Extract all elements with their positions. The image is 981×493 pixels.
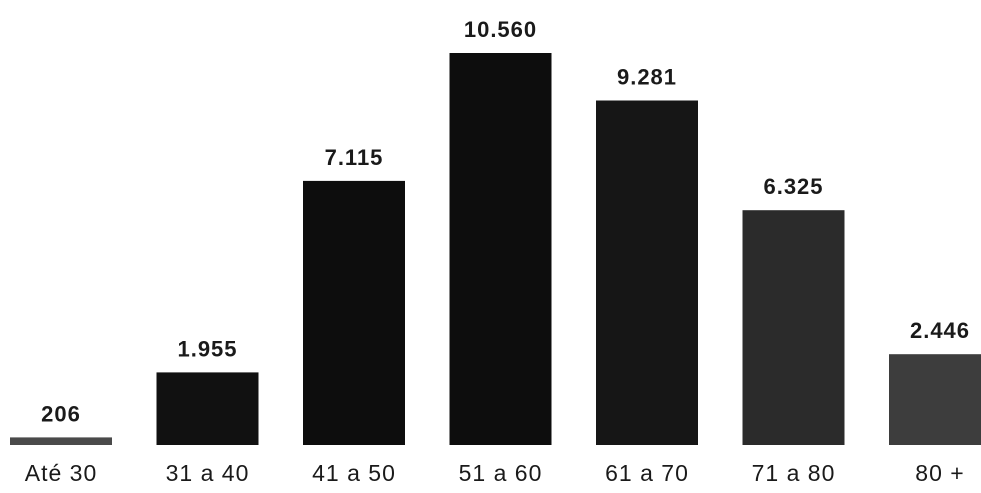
- x-tick-labels-group: Até 30 31 a 40 41 a 50 51 a 60 61 a 70 71 a 8…: [25, 460, 964, 486]
- data-label-0: 206: [41, 401, 81, 426]
- data-label-3: 10.560: [464, 17, 537, 42]
- x-tick-label-6: 80 +: [915, 460, 964, 486]
- bar-5: [742, 210, 845, 445]
- bars-group: [10, 53, 981, 445]
- data-label-4: 9.281: [617, 65, 677, 90]
- x-tick-label-5: 71 a 80: [752, 460, 836, 486]
- data-label-1: 1.955: [177, 336, 237, 361]
- x-tick-label-3: 51 a 60: [459, 460, 543, 486]
- bar-1: [156, 372, 259, 445]
- data-label-2: 7.115: [325, 145, 384, 170]
- bar-4: [596, 100, 698, 445]
- x-tick-label-1: 31 a 40: [166, 460, 250, 486]
- bar-0: [10, 437, 112, 445]
- data-label-5: 6.325: [763, 174, 823, 199]
- x-tick-label-0: Até 30: [25, 460, 98, 486]
- bar-3: [449, 53, 552, 445]
- x-tick-label-4: 61 a 70: [605, 460, 689, 486]
- data-labels-group: 206 1.955 7.115 10.560 9.281 6.325 2.446: [41, 17, 970, 426]
- data-label-6: 2.446: [910, 318, 970, 343]
- x-tick-label-2: 41 a 50: [312, 460, 396, 486]
- bar-2: [303, 180, 405, 445]
- bar-6: [889, 354, 981, 445]
